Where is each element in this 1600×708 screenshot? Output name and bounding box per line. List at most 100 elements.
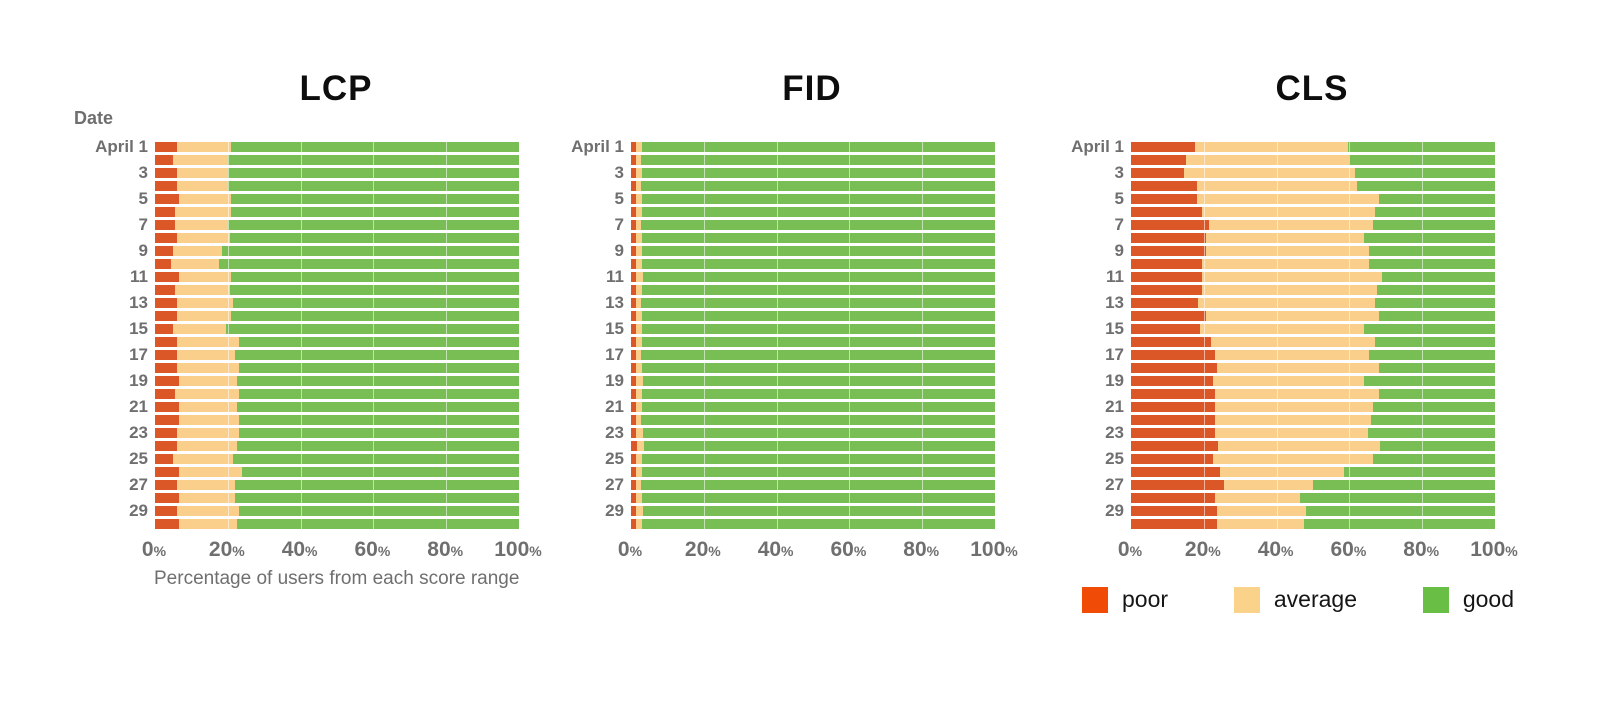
bar-row <box>1131 478 1495 491</box>
bar-segment-average <box>175 284 230 295</box>
gridline <box>373 140 375 530</box>
bar-segment-good <box>641 154 995 165</box>
bar-row <box>155 387 519 400</box>
y-axis-label: 29 <box>1105 501 1124 520</box>
bar-row <box>155 348 519 361</box>
bar-row <box>1131 322 1495 335</box>
bar-segment-average <box>178 401 237 412</box>
bar-row <box>631 504 995 517</box>
bar-segment-average <box>178 518 237 529</box>
y-axis-label: 9 <box>138 241 148 260</box>
bar-segment-good <box>238 336 519 347</box>
x-axis-tick: 0% <box>1118 538 1142 562</box>
bar-segment-poor <box>155 206 176 217</box>
bar-segment-good <box>227 154 519 165</box>
bar-row <box>1131 413 1495 426</box>
bar-segment-good <box>641 414 995 425</box>
bar-segment-good <box>641 297 995 308</box>
y-axis-label: 27 <box>1105 475 1124 494</box>
x-axis-title: Percentage of users from each score rang… <box>154 568 520 589</box>
bar-segment-good <box>1371 414 1495 425</box>
x-tick-value: 60 <box>830 538 854 561</box>
bar-segment-good <box>642 193 995 204</box>
gridline <box>849 140 851 530</box>
bar-segment-good <box>1369 258 1495 269</box>
bar-row <box>631 387 995 400</box>
bar-segment-average <box>635 180 642 191</box>
bar-segment-poor <box>1131 206 1202 217</box>
bar-row <box>155 504 519 517</box>
x-axis-tick: 20% <box>209 538 245 562</box>
bar-row <box>631 179 995 192</box>
bar-row <box>1131 465 1495 478</box>
y-axis-labels: April 1 3 5 7 9 11 13 15 17 19 21 23 25 27 29 <box>538 138 631 530</box>
bar-segment-average <box>178 375 237 386</box>
y-axis-label <box>1038 179 1124 192</box>
bar-segment-poor <box>155 518 179 529</box>
bar-row <box>155 491 519 504</box>
bar-segment-poor <box>1131 232 1206 243</box>
percent-sign: % <box>450 543 464 559</box>
y-axis-label: 17 <box>129 345 148 364</box>
y-axis-label: April 1 <box>95 137 148 156</box>
bar-segment-good <box>641 206 995 217</box>
bar-segment-average <box>636 388 643 399</box>
y-axis-label: April 1 <box>1071 137 1124 156</box>
bar-segment-poor <box>631 440 637 451</box>
bar-segment-average <box>1214 349 1370 360</box>
y-axis-label: 19 <box>605 371 624 390</box>
bar-segment-average <box>1196 193 1379 204</box>
bar-row <box>631 439 995 452</box>
bar-segment-good <box>231 271 519 282</box>
bar-segment-average <box>636 401 642 412</box>
bar-segment-average <box>636 271 643 282</box>
bar-row <box>631 361 995 374</box>
x-tick-value: 60 <box>354 538 378 561</box>
poor-swatch-icon <box>1082 586 1108 613</box>
bar-row <box>1131 166 1495 179</box>
percent-sign: % <box>529 543 542 559</box>
bar-segment-good <box>231 141 519 152</box>
bar-segment-average <box>1214 388 1379 399</box>
bar-row <box>1131 270 1495 283</box>
bar-segment-poor <box>631 414 636 425</box>
y-axis-label <box>538 205 624 218</box>
bar-segment-poor <box>155 427 177 438</box>
y-axis-label: 21 <box>605 397 624 416</box>
y-axis-label: 11 <box>606 267 624 286</box>
gridline <box>300 140 302 530</box>
bar-segment-average <box>1209 219 1374 230</box>
bar-segment-poor <box>155 232 177 243</box>
y-axis-labels: April 1 3 5 7 9 11 13 15 17 19 21 23 25 27 29 <box>62 137 155 530</box>
percent-sign: % <box>305 543 318 559</box>
bar-segment-poor <box>1131 440 1219 451</box>
bar-segment-average <box>636 284 642 295</box>
cls-chart: CLS April 1 3 5 7 9 11 13 15 17 19 21 23 25 27 29 0% 20… <box>1038 66 1518 566</box>
bar-segment-poor <box>1131 141 1195 152</box>
bar-segment-good <box>1376 284 1495 295</box>
bar-row <box>631 153 995 166</box>
bar-row <box>1131 309 1495 322</box>
bar-segment-average <box>176 297 234 308</box>
bar-segment-good <box>236 401 519 412</box>
bar-segment-good <box>225 323 519 334</box>
bar-segment-average <box>636 193 643 204</box>
y-axis-label: 23 <box>129 423 148 442</box>
x-axis-tick: 60% <box>1330 538 1366 562</box>
bar-row <box>1131 504 1495 517</box>
bar-segment-good <box>238 414 519 425</box>
bar-segment-good <box>1378 362 1495 373</box>
bar-row <box>631 205 995 218</box>
x-tick-value: 0 <box>617 538 630 561</box>
x-axis-tick: 80% <box>427 538 463 562</box>
bar-segment-average <box>173 323 226 334</box>
bar-segment-poor <box>1131 362 1217 373</box>
bar-segment-average <box>635 297 642 308</box>
x-tick-value: 80 <box>903 538 927 561</box>
bar-row <box>631 478 995 491</box>
bar-segment-poor <box>155 167 177 178</box>
y-axis-label: 13 <box>129 293 148 312</box>
bar-segment-average <box>1223 479 1313 490</box>
gridline <box>776 140 778 530</box>
bar-segment-poor <box>631 310 637 321</box>
